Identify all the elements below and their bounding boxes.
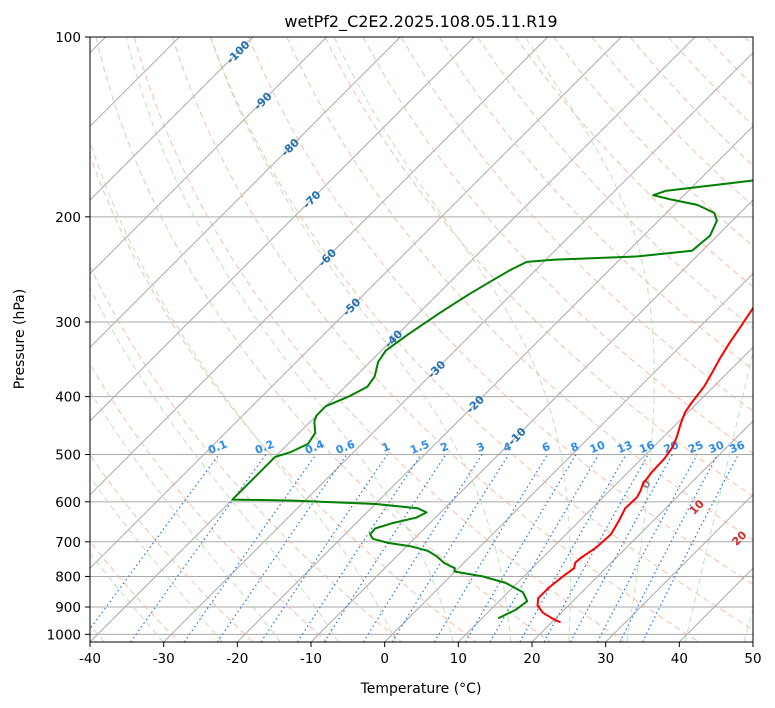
x-tick-label: 10 [450, 651, 467, 667]
mixing-ratio-label: 8 [569, 440, 581, 455]
x-tick-label: 20 [523, 651, 540, 667]
moist-adiabat-line [684, 348, 753, 642]
mixing-ratio-label: 13 [615, 438, 634, 456]
mixing-ratio-line [216, 454, 348, 642]
x-axis-ticks: -40 -30 -20 -10 0 10 20 30 40 50 [79, 642, 762, 667]
mixing-ratio-line [391, 454, 510, 642]
moist-adiabat-line [524, 37, 655, 642]
y-tick-label: 300 [55, 315, 81, 331]
mixing-ratio-line [260, 454, 388, 642]
moist-adiabat-line [90, 390, 281, 642]
background-reference-lines [90, 37, 753, 642]
y-tick-label: 200 [55, 210, 81, 226]
y-axis-ticks: 100 200 300 400 500 600 700 800 900 1000 [47, 30, 90, 643]
moist-adiabat-line [125, 37, 454, 642]
mixing-ratio-label: 10 [588, 438, 607, 456]
moist-adiabat-line [90, 286, 339, 642]
mixing-ratio-label: 30 [707, 438, 726, 456]
x-tick-label: -20 [226, 651, 248, 667]
mixing-ratio-label: 1 [380, 440, 392, 455]
mixing-ratio-line [642, 454, 739, 642]
dry-adiabat-line [362, 37, 753, 455]
mixing-ratio-line [90, 454, 220, 630]
dry-adiabat-line [90, 154, 477, 642]
x-tick-label: -10 [300, 651, 322, 667]
moist-adiabat-line [333, 37, 571, 642]
mixing-ratio-line [619, 454, 719, 642]
y-tick-label: 500 [55, 448, 81, 464]
mixing-ratio-line [323, 454, 447, 642]
isotherm-line [236, 125, 753, 642]
mixing-ratio-line [519, 454, 627, 642]
mixing-ratio-label: 16 [637, 438, 656, 456]
y-axis-label: Pressure (hPa) [12, 289, 28, 389]
dry-adiabat-line [171, 37, 700, 642]
plot-frame [89, 36, 754, 643]
x-tick-label: 30 [597, 651, 614, 667]
dewpoint-profile-line [231, 179, 753, 620]
isotherm-line [310, 199, 753, 642]
dry-adiabat-line [90, 363, 328, 642]
y-tick-label: 600 [55, 495, 81, 511]
mixing-ratio-line [183, 454, 317, 642]
mixing-ratio-label: 2 [439, 440, 451, 455]
isotherm-line [90, 37, 696, 642]
temperature-profile-line [536, 306, 753, 624]
sounding-profiles [231, 179, 753, 624]
mixing-ratio-label: 3 [475, 440, 487, 455]
dry-adiabat-line [90, 265, 403, 642]
y-tick-label: 100 [55, 30, 81, 46]
isotherm-line [90, 37, 254, 201]
isotherm-line [531, 420, 753, 642]
y-tick-label: 800 [55, 569, 81, 585]
x-tick-label: 50 [744, 651, 761, 667]
isotherm-line [384, 272, 753, 642]
isotherm-line [90, 37, 401, 349]
dry-adiabat-line [95, 37, 551, 642]
dry-adiabat-line [210, 37, 753, 631]
isotherm-line [90, 37, 328, 275]
y-tick-label: 1000 [47, 627, 81, 643]
x-tick-label: -40 [79, 651, 101, 667]
dry-adiabat-line [248, 37, 753, 586]
dry-adiabat-line [400, 37, 753, 412]
y-tick-label: 700 [55, 535, 81, 551]
mixing-ratio-line [296, 454, 422, 642]
y-tick-label: 400 [55, 390, 81, 406]
x-tick-label: 40 [671, 651, 688, 667]
y-tick-label: 900 [55, 600, 81, 616]
dry-adiabat-line [90, 540, 180, 642]
moist-adiabat-line [210, 37, 512, 642]
mixing-ratio-label: 36 [728, 438, 747, 456]
isotherm-line [457, 346, 753, 642]
mixing-ratio-line [362, 454, 483, 642]
moist-adiabat-line [90, 476, 223, 642]
x-tick-label: -30 [153, 651, 175, 667]
moist-adiabat-line [90, 552, 164, 642]
isotherm-line [605, 493, 753, 642]
isotherm-line [90, 37, 475, 422]
mixing-ratio-line [489, 454, 600, 642]
isotherm-line [90, 37, 549, 496]
x-axis-label: Temperature (°C) [360, 681, 482, 697]
dry-adiabat-line [515, 37, 753, 288]
isotherm-line [90, 37, 622, 570]
chart-title: wetPf2_C2E2.2025.108.05.11.R19 [284, 12, 557, 32]
dry-adiabat-line [286, 37, 753, 541]
mixing-ratio-line [130, 454, 267, 642]
x-tick-label: 0 [380, 651, 389, 667]
mixing-ratio-line [596, 454, 698, 642]
mixing-ratio-label: 25 [686, 438, 705, 456]
